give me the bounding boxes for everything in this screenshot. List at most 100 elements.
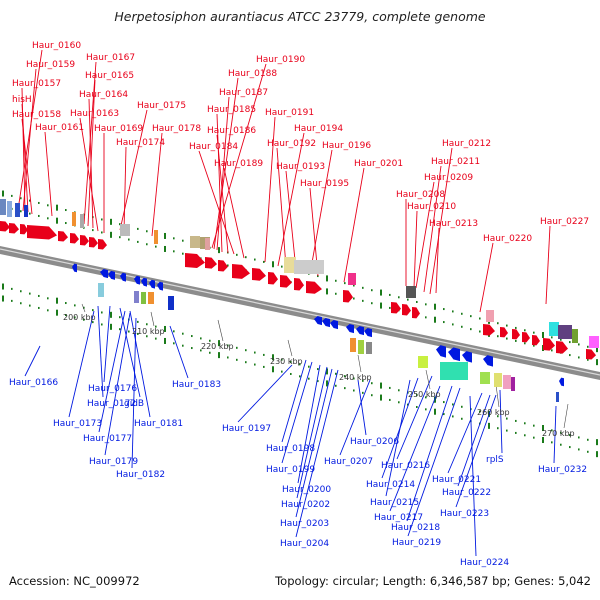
scale-leader-line <box>425 369 431 390</box>
tick-dot <box>380 289 382 296</box>
reverse-gene-arrow <box>141 277 147 287</box>
reverse-gene-label: Haur_0199 <box>266 465 315 475</box>
tick-dot <box>461 417 463 420</box>
forward-leader-line <box>88 98 94 229</box>
tick-dot <box>551 349 553 352</box>
tick-dot <box>164 337 166 344</box>
scale-leader-line <box>150 311 155 327</box>
tick-dot <box>542 437 544 444</box>
reverse-leader-line <box>295 369 339 538</box>
reverse-gene-label: Haur_0214 <box>366 480 415 490</box>
forward-gene-label: Haur_0157 <box>12 79 61 89</box>
forward-gene-arrow <box>9 223 19 234</box>
tick-dot <box>533 436 535 439</box>
scale-tick-label: 260 kbp <box>477 408 510 417</box>
reverse-gene-arrow <box>462 351 472 363</box>
tick-dot <box>227 356 229 359</box>
feature-box <box>486 310 494 322</box>
reverse-gene-arrow <box>149 279 155 289</box>
tick-dot <box>182 332 184 335</box>
tick-dot <box>425 316 427 319</box>
tick-dot <box>416 405 418 408</box>
reverse-leader-line <box>169 325 189 379</box>
feature-box <box>24 205 28 217</box>
tick-dot <box>389 398 391 401</box>
forward-gene-label: Haur_0159 <box>26 60 75 70</box>
tick-dot <box>308 377 310 380</box>
forward-gene-arrow <box>218 260 228 272</box>
tick-dot <box>128 238 130 241</box>
tick-dot <box>362 299 364 302</box>
reverse-gene-label: Haur_0207 <box>324 457 373 467</box>
reverse-gene-label: Haur_0222 <box>442 488 491 498</box>
forward-gene-label: Haur_0167 <box>86 53 135 63</box>
tick-dot <box>110 218 112 225</box>
forward-gene-arrow <box>586 349 596 360</box>
genome-backbone <box>0 246 600 380</box>
forward-gene-arrow <box>391 302 401 314</box>
forward-gene-label: Haur_0175 <box>137 101 186 111</box>
reverse-gene-arrow <box>346 323 354 334</box>
forward-leader-line <box>21 118 33 215</box>
tick-dot <box>173 237 175 240</box>
tick-dot <box>596 346 598 353</box>
tick-dot <box>335 384 337 387</box>
reverse-leader-line <box>98 310 126 433</box>
tick-dot <box>380 394 382 401</box>
reverse-leader-line <box>129 310 151 418</box>
forward-leader-line <box>276 147 287 268</box>
forward-gene-arrow <box>294 278 304 291</box>
tick-dot <box>533 331 535 334</box>
feature-box <box>494 373 502 387</box>
tick-dot <box>560 431 562 434</box>
forward-gene-arrow <box>306 281 322 294</box>
reverse-gene-arrow <box>108 270 115 280</box>
forward-gene-arrow <box>98 239 107 250</box>
tick-dot <box>290 360 292 363</box>
feature-box <box>205 238 210 250</box>
tick-dot <box>119 223 121 226</box>
tick-dot <box>443 413 445 416</box>
scale-leader-line <box>357 354 362 373</box>
reverse-gene-label: Haur_0216 <box>381 461 430 471</box>
scale-labels: 200 kbp 210 kbp 220 kbp 230 kbp 240 kbp 250 k… <box>63 313 575 438</box>
tick-dot <box>236 358 238 361</box>
tick-dot <box>542 425 544 432</box>
reverse-gene-arrow <box>364 327 372 338</box>
forward-gene-arrow <box>80 235 89 246</box>
forward-gene-label: Haur_0189 <box>214 159 263 169</box>
forward-leader-line <box>277 132 305 267</box>
tick-dot <box>254 363 256 366</box>
forward-gene-arrow <box>232 264 250 279</box>
tick-dot <box>47 297 49 300</box>
reverse-gene-label: Haur_0204 <box>280 539 329 549</box>
tick-dot <box>164 325 166 332</box>
tick-dot <box>326 380 328 387</box>
forward-gene-label: Haur_0193 <box>276 162 325 172</box>
tick-dot <box>596 439 598 446</box>
accession-text: Accession: NC_009972 <box>9 574 140 588</box>
tick-dot <box>119 316 121 319</box>
reverse-gene-arrow <box>100 268 108 279</box>
reverse-gene-label: Haur_0219 <box>392 538 441 548</box>
tick-dot <box>515 431 517 434</box>
scale-leader-line <box>495 384 500 408</box>
forward-gene-arrow <box>500 327 508 338</box>
feature-box <box>589 336 599 348</box>
tick-dot <box>425 396 427 399</box>
tick-dot <box>443 321 445 324</box>
reverse-gene-label: rplS <box>486 455 504 465</box>
feature-box <box>503 375 511 389</box>
reverse-leader-line <box>385 379 411 497</box>
forward-leader-line <box>223 167 245 259</box>
tick-dot <box>101 311 103 314</box>
tick-dot <box>497 427 499 430</box>
reverse-leader-line <box>68 310 95 418</box>
feature-box <box>348 273 356 285</box>
forward-leader-line <box>87 79 96 227</box>
tick-dot <box>20 290 22 293</box>
tick-dot <box>362 391 364 394</box>
tick-dot <box>2 190 4 197</box>
forward-gene-arrow <box>412 307 420 319</box>
